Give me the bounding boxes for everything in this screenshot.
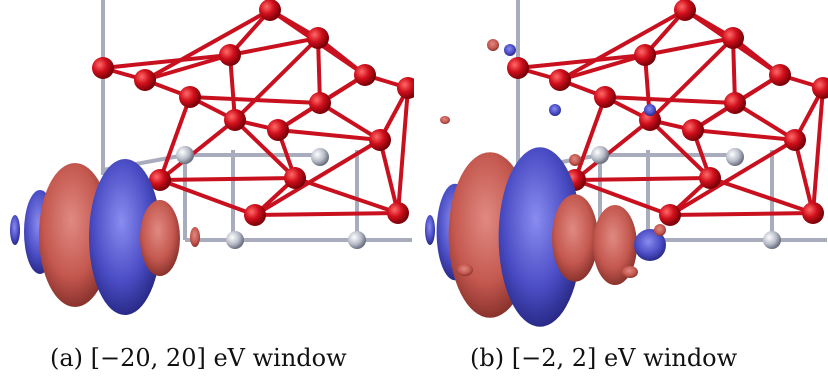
panel-b-render bbox=[425, 0, 828, 327]
caption: (b) [−2, 2] eV window bbox=[470, 344, 738, 372]
atom-fe bbox=[309, 92, 331, 114]
atom-fe bbox=[219, 44, 241, 66]
atom-fe bbox=[507, 57, 529, 79]
atom-ni bbox=[311, 148, 329, 166]
atom-fe bbox=[354, 64, 376, 86]
isosurface-lobe bbox=[140, 200, 180, 276]
bond-red bbox=[158, 96, 192, 181]
atom-fe bbox=[682, 119, 704, 141]
atom-fe bbox=[594, 86, 616, 108]
atom-fe bbox=[397, 77, 414, 99]
bond-red bbox=[559, 53, 646, 82]
bond-red bbox=[793, 139, 815, 214]
bond-red bbox=[396, 87, 410, 214]
atom-ni bbox=[591, 146, 609, 164]
isosurface-lobe bbox=[89, 159, 161, 315]
atom-fe bbox=[639, 109, 661, 131]
isosurface-blob bbox=[644, 104, 656, 116]
atom-fe bbox=[244, 204, 266, 226]
bond-red bbox=[573, 96, 607, 181]
isosurface-lobe bbox=[425, 215, 435, 245]
atom-fe bbox=[134, 69, 156, 91]
panel-a-render bbox=[10, 0, 474, 315]
isosurface-blob bbox=[487, 39, 499, 51]
bond-red bbox=[574, 176, 711, 182]
bond-red bbox=[669, 211, 814, 217]
bond-red bbox=[144, 8, 271, 82]
atom-fe bbox=[769, 64, 791, 86]
atom-fe bbox=[634, 44, 656, 66]
isosurface-blob bbox=[421, 126, 429, 134]
isosurface-blob bbox=[549, 104, 561, 116]
isosurface-blob bbox=[504, 44, 516, 56]
atom-fe bbox=[369, 129, 391, 151]
isosurface-lobe bbox=[457, 264, 473, 276]
bond-red bbox=[709, 176, 814, 215]
isosurface-blob bbox=[569, 154, 581, 166]
isosurface-blob bbox=[436, 86, 444, 94]
bond-red bbox=[573, 118, 652, 182]
bond-red bbox=[233, 36, 320, 122]
atom-fe bbox=[92, 57, 114, 79]
atom-fe bbox=[784, 129, 806, 151]
bond-red bbox=[318, 101, 382, 142]
isosurface-lobe bbox=[440, 116, 450, 124]
atom-ni bbox=[726, 148, 744, 166]
bond-red bbox=[648, 118, 712, 180]
isosurface-lobe bbox=[190, 227, 200, 247]
isosurface-lobe bbox=[498, 147, 582, 327]
atom-ni bbox=[176, 146, 194, 164]
bond-red bbox=[277, 128, 381, 142]
atom-fe bbox=[724, 92, 746, 114]
bond-red bbox=[668, 138, 797, 217]
caption: (a) [−20, 20] eV window bbox=[50, 344, 347, 372]
isosurface-lobe bbox=[634, 229, 666, 261]
atom-fe bbox=[179, 86, 201, 108]
atom-fe bbox=[149, 169, 171, 191]
bond-red bbox=[159, 178, 256, 217]
atom-fe bbox=[802, 202, 824, 224]
bond-red bbox=[144, 53, 231, 82]
bond-red bbox=[811, 87, 825, 214]
isosurface-blob bbox=[466, 86, 474, 94]
bond-red bbox=[574, 178, 671, 217]
bond-red bbox=[233, 118, 297, 180]
isosurface-blob bbox=[654, 224, 666, 236]
atom-fe bbox=[259, 0, 281, 21]
atom-fe bbox=[659, 204, 681, 226]
atom-fe bbox=[674, 0, 696, 21]
atom-ni bbox=[348, 231, 366, 249]
bond-red bbox=[254, 211, 399, 217]
bond-red bbox=[644, 36, 734, 57]
atom-fe bbox=[722, 27, 744, 49]
atom-fe bbox=[284, 167, 306, 189]
atom-fe bbox=[224, 109, 246, 131]
atom-fe bbox=[267, 119, 289, 141]
bond-red bbox=[692, 128, 796, 142]
bond-red bbox=[294, 176, 399, 215]
atom-fe bbox=[812, 77, 828, 99]
atom-fe bbox=[549, 69, 571, 91]
bond-red bbox=[648, 36, 735, 122]
bond-red bbox=[102, 53, 231, 70]
isosurface-lobe bbox=[593, 205, 637, 285]
isosurface-lobe bbox=[552, 194, 598, 282]
isosurface-lobe bbox=[622, 266, 638, 278]
bond-red bbox=[517, 53, 646, 70]
bond-red bbox=[378, 139, 400, 214]
bond-red bbox=[733, 101, 797, 142]
atom-ni bbox=[763, 231, 781, 249]
bond-red bbox=[159, 176, 296, 182]
bond-red bbox=[229, 36, 319, 57]
bond-red bbox=[158, 118, 237, 182]
isosurface-lobe bbox=[10, 215, 20, 245]
atom-ni bbox=[226, 231, 244, 249]
atom-fe bbox=[699, 167, 721, 189]
bond-red bbox=[253, 138, 382, 217]
bond-red bbox=[559, 8, 686, 82]
atom-fe bbox=[387, 202, 409, 224]
atom-fe bbox=[307, 27, 329, 49]
